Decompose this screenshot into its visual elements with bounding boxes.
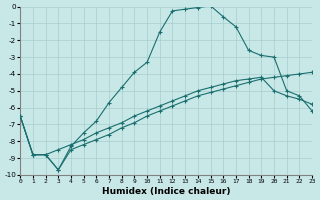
X-axis label: Humidex (Indice chaleur): Humidex (Indice chaleur) bbox=[102, 187, 230, 196]
